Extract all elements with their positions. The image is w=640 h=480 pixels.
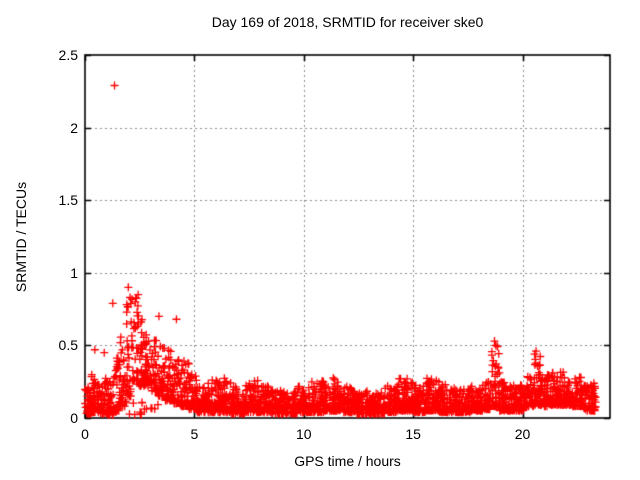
- x-axis-label: GPS time / hours: [294, 453, 401, 469]
- y-tick-label: 1.5: [58, 192, 78, 209]
- y-axis-label: SRMTID / TECUs: [13, 181, 29, 293]
- x-tick-label: 5: [190, 426, 199, 442]
- y-tick-label: 0.5: [58, 337, 78, 354]
- chart-title: Day 169 of 2018, SRMTID for receiver ske…: [211, 14, 484, 30]
- y-tick-label: 0: [70, 410, 78, 426]
- x-tick-label: 20: [514, 426, 531, 442]
- x-tick-label: 15: [405, 426, 421, 442]
- x-tick-label: 0: [81, 426, 89, 442]
- y-tick-label: 2.5: [58, 47, 78, 63]
- y-tick-label: 2: [70, 119, 78, 136]
- x-tick-label: 10: [295, 426, 312, 442]
- y-tick-label: 1: [70, 264, 78, 281]
